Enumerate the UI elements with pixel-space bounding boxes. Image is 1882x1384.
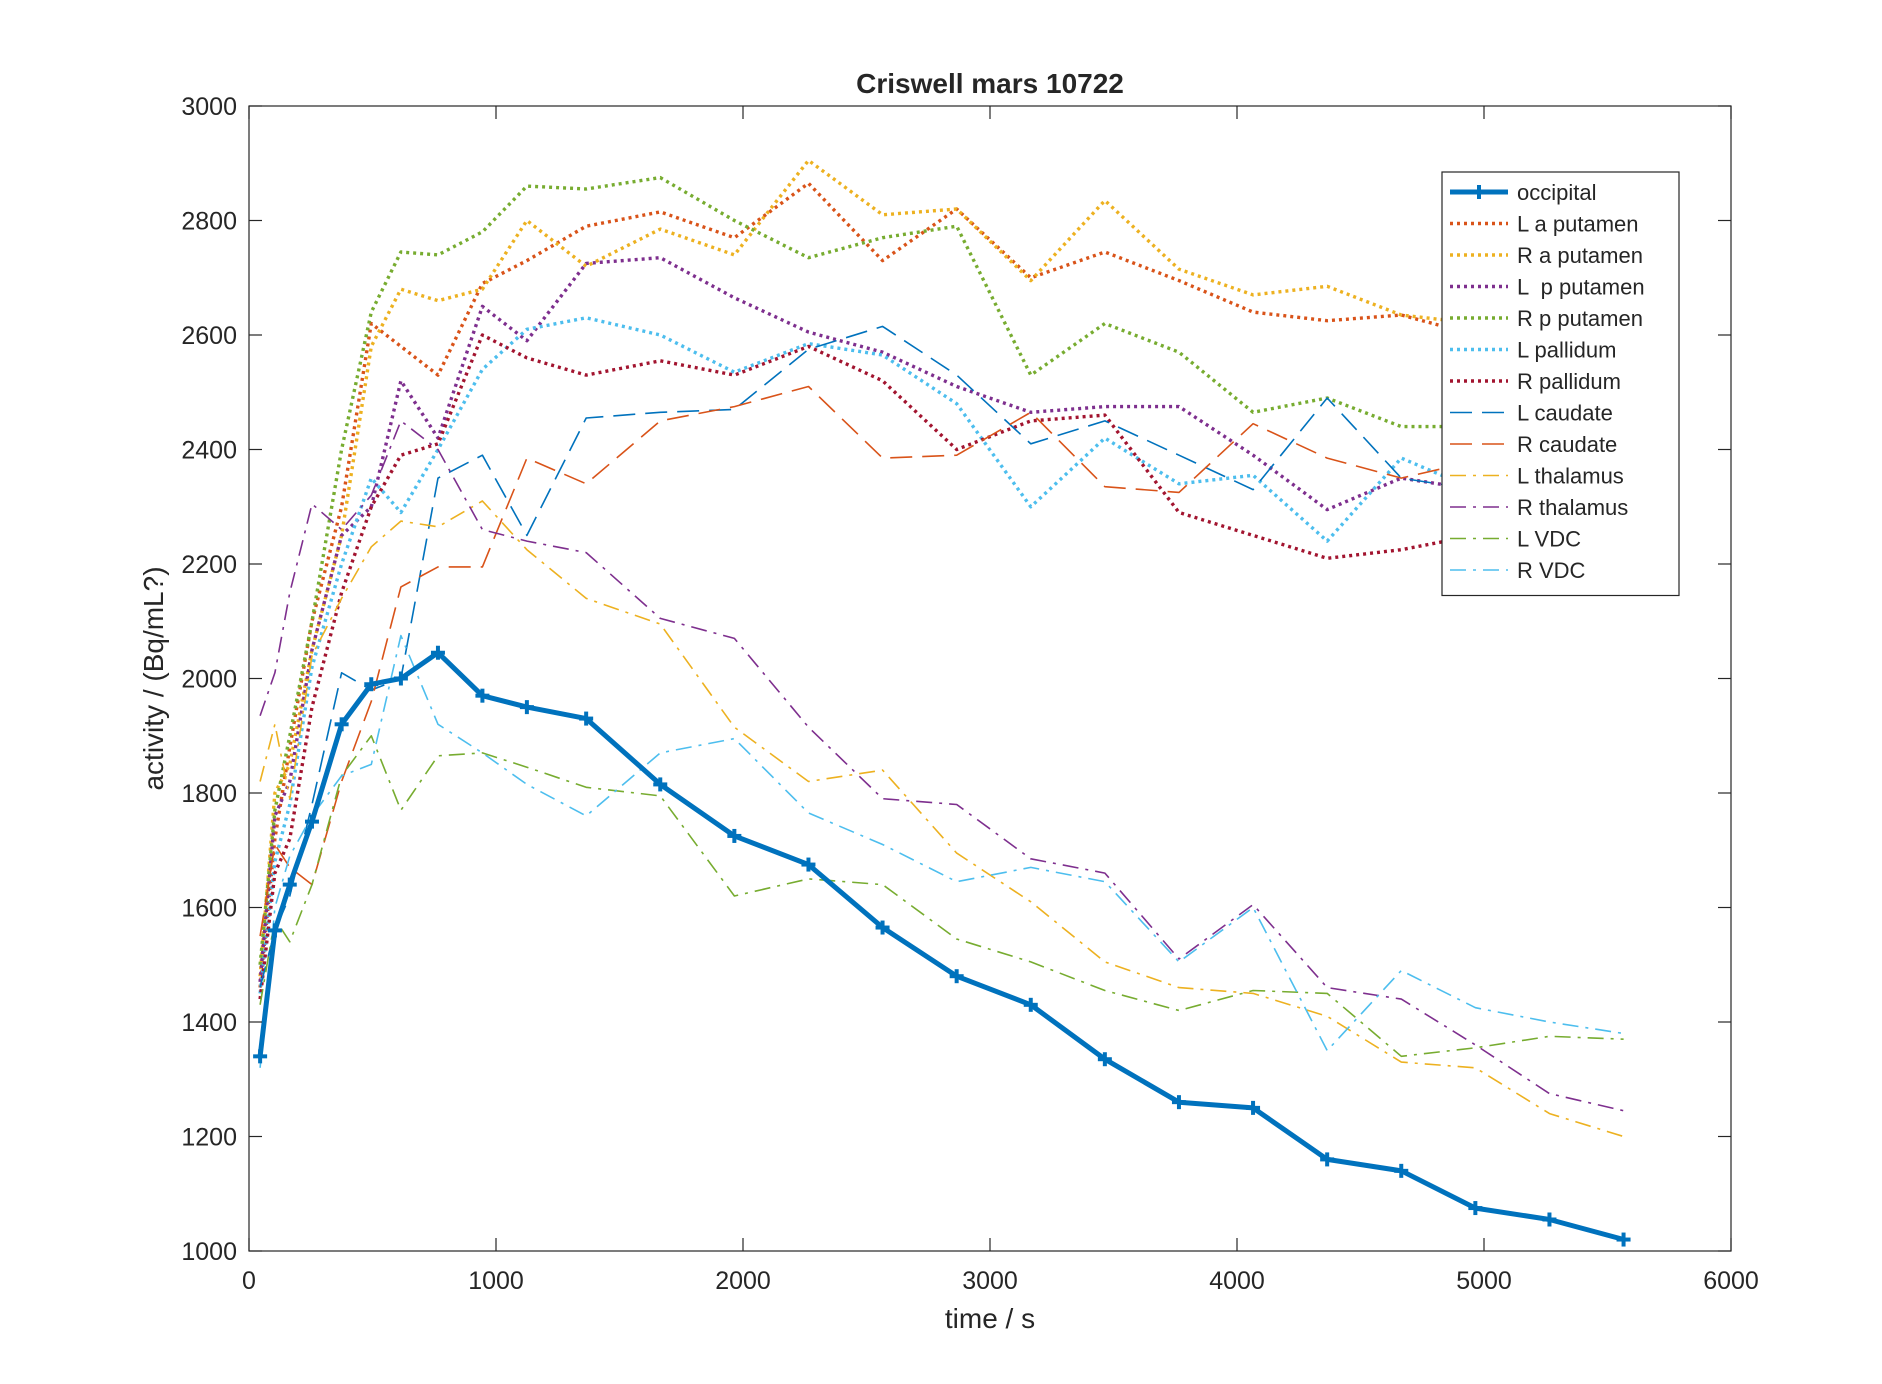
series-line-l-thalamus [259,500,1624,1138]
y-tick-label-10: 3000 [181,93,237,121]
legend-label-r-pallidum: R pallidum [1517,369,1621,394]
x-tick-label-1: 1000 [468,1267,524,1295]
legend: occipital L a putamen R a putamen L p putam… [1441,171,1680,597]
data-point-occipital-8 [475,688,490,703]
legend-label-r-a-putamen: R a putamen [1517,243,1643,268]
data-point-occipital-11 [653,777,668,792]
y-axis-label: activity / (Bq/mL?) [138,566,169,790]
legend-label-l-a-putamen: L a putamen [1517,212,1639,237]
series-layer [253,158,1631,1247]
data-point-occipital-7 [430,645,445,660]
legend-box [1441,171,1680,597]
data-point-occipital-3 [304,814,319,829]
data-point-occipital-21 [1394,1163,1409,1178]
data-point-occipital-10 [579,711,594,726]
x-tick-label-2: 2000 [715,1267,771,1295]
x-tick-label-5: 5000 [1456,1267,1512,1295]
y-tick-label-6: 2200 [181,551,237,579]
y-tick-label-3: 1600 [181,895,237,923]
legend-label-l-vdc: L VDC [1517,527,1581,552]
x-tick-label-6: 6000 [1703,1267,1759,1295]
legend-label-occipital: occipital [1517,180,1596,205]
legend-label-r-p-putamen: R p putamen [1517,306,1643,331]
data-point-occipital-17 [1097,1052,1112,1067]
series-line-r-caudate [259,385,1624,937]
ticks-layer: 0 1000 2000 3000 4000 5000 6000100012001400160… [181,93,1758,1295]
data-point-occipital-19 [1246,1100,1261,1115]
data-point-occipital-4 [334,717,349,732]
series-line-l-caudate [259,325,1624,988]
series-line-r-vdc [259,634,1624,1068]
series-line-l-a-putamen [258,181,1624,988]
legend-label-r-thalamus: R thalamus [1517,495,1628,520]
y-tick-label-8: 2600 [181,322,237,350]
x-tick-label-0: 0 [242,1267,256,1295]
data-point-occipital-16 [1023,997,1038,1012]
x-axis-label: time / s [945,1303,1035,1334]
series-line-l-p-putamen [258,256,1624,983]
legend-label-l-thalamus: L thalamus [1517,464,1624,489]
data-point-occipital-1 [267,923,282,938]
data-point-occipital-20 [1320,1152,1335,1167]
y-tick-label-9: 2800 [181,208,237,236]
legend-label-r-caudate: R caudate [1517,432,1617,457]
series-line-l-pallidum [258,316,1624,994]
data-point-occipital-0 [253,1049,268,1064]
data-point-occipital-22 [1468,1201,1483,1216]
y-tick-label-2: 1400 [181,1009,237,1037]
legend-label-l-caudate: L caudate [1517,401,1613,426]
data-point-occipital-14 [875,920,890,935]
data-point-occipital-15 [949,969,964,984]
legend-label-l-pallidum: L pallidum [1517,338,1616,363]
y-tick-label-4: 1800 [181,780,237,808]
data-point-occipital-18 [1171,1095,1186,1110]
x-tick-label-4: 4000 [1209,1267,1265,1295]
data-point-occipital-9 [519,700,534,715]
data-point-occipital-24 [1616,1232,1631,1247]
y-tick-label-7: 2400 [181,437,237,465]
data-point-occipital-5 [364,677,379,692]
data-point-occipital-13 [801,857,816,872]
x-tick-label-3: 3000 [962,1267,1018,1295]
legend-label-l-p-putamen: L p putamen [1517,275,1645,300]
chart-title: Criswell mars 10722 [856,68,1124,99]
data-point-occipital-2 [282,877,297,892]
data-point-occipital-6 [393,671,408,686]
data-point-occipital-12 [727,828,742,843]
legend-label-r-vdc: R VDC [1517,558,1586,583]
series-line-r-thalamus [259,420,1624,1112]
y-tick-label-0: 1000 [181,1238,237,1266]
y-tick-label-1: 1200 [181,1124,237,1152]
data-point-occipital-23 [1542,1212,1557,1227]
y-tick-label-5: 2000 [181,666,237,694]
